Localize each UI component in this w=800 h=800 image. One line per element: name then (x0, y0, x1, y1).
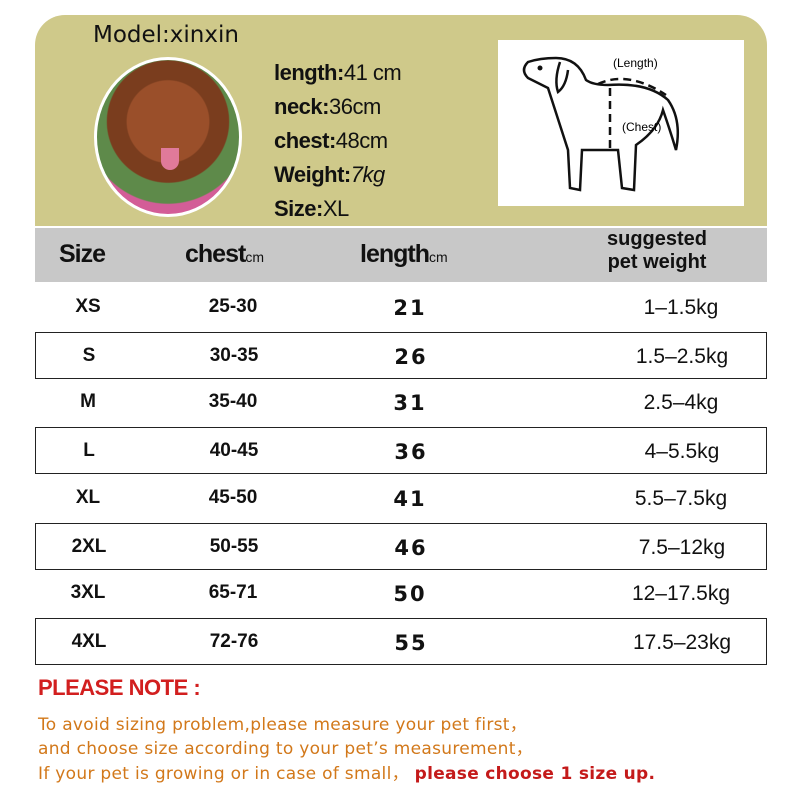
cell-chest: 72-76 (209, 630, 259, 652)
cell-length: 26 (394, 344, 428, 369)
cell-chest: 50-55 (209, 535, 259, 557)
table-row: L 40-45 36 4–5.5kg (35, 427, 767, 475)
cell-length: 50 (393, 582, 427, 607)
cell-weight: 7.5–12kg (638, 535, 726, 559)
cell-size: XS (75, 296, 101, 317)
stat-weight: Weight:7kg (274, 162, 385, 187)
length-label: (Length) (613, 56, 658, 70)
table-row: 4XL 72-76 55 17.5–23kg (35, 617, 767, 665)
cell-chest: 35-40 (208, 391, 258, 413)
table-row: XL 45-50 41 5.5–7.5kg (35, 475, 767, 522)
cell-length: 46 (394, 535, 428, 560)
cell-length: 55 (394, 630, 428, 655)
cell-chest: 30-35 (209, 344, 259, 366)
cell-weight: 5.5–7.5kg (634, 486, 728, 510)
table-row: 2XL 50-55 46 7.5–12kg (35, 522, 767, 570)
cell-size: 4XL (71, 630, 107, 652)
tongue (161, 148, 179, 170)
stat-size: Size:XL (274, 196, 349, 221)
cell-weight: 17.5–23kg (632, 630, 732, 654)
header-size: Size (59, 240, 106, 268)
header-chest: chestcm (185, 240, 264, 268)
cell-weight: 1.5–2.5kg (635, 344, 729, 368)
table-header: Size chestcm lengthcm suggested pet weigh… (35, 228, 767, 282)
stat-chest: chest:48cm (274, 128, 388, 153)
cell-length: 31 (393, 391, 427, 416)
cell-size: 3XL (70, 582, 106, 604)
cell-length: 41 (393, 486, 427, 511)
cell-chest: 45-50 (208, 486, 258, 508)
table-row: 3XL 65-71 50 12–17.5kg (35, 570, 767, 617)
stat-length: length:41 cm (274, 60, 402, 85)
note-line-2: and choose size according to your pet’s … (38, 739, 533, 759)
cell-weight: 1–1.5kg (643, 296, 719, 319)
dog-photo (94, 57, 242, 217)
cell-weight: 2.5–4kg (643, 391, 719, 415)
note-line-1: To avoid sizing problem,please measure y… (38, 715, 528, 735)
table-row: S 30-35 26 1.5–2.5kg (35, 331, 767, 379)
cell-weight: 12–17.5kg (631, 582, 731, 606)
model-name: Model:xinxin (93, 22, 239, 48)
note-line-3: If your pet is growing or in case of sma… (38, 764, 656, 784)
cell-chest: 25-30 (208, 296, 258, 317)
cell-length: 21 (393, 296, 427, 320)
table-row: XS 25-30 21 1–1.5kg (35, 284, 767, 331)
cell-chest: 65-71 (208, 582, 258, 604)
model-stats: length:41 cm neck:36cm chest:48cm Weight… (274, 56, 402, 226)
cell-size: 2XL (71, 535, 107, 557)
cell-size: XL (75, 486, 101, 508)
header-length: lengthcm (360, 240, 448, 268)
measure-diagram: (Length) (Chest) (498, 40, 744, 206)
cell-weight: 4–5.5kg (644, 440, 720, 464)
dog-outline-icon: (Length) (Chest) (522, 56, 679, 192)
cell-size: L (83, 440, 95, 462)
note-title: PLEASE NOTE : (38, 675, 201, 700)
table-row: M 35-40 31 2.5–4kg (35, 379, 767, 426)
cell-size: M (80, 391, 96, 413)
cell-size: S (82, 344, 96, 366)
header-weight: suggested pet weight (607, 228, 708, 273)
stat-neck: neck:36cm (274, 94, 381, 119)
cell-length: 36 (394, 440, 428, 465)
chest-label: (Chest) (622, 120, 661, 134)
cell-chest: 40-45 (209, 440, 259, 462)
